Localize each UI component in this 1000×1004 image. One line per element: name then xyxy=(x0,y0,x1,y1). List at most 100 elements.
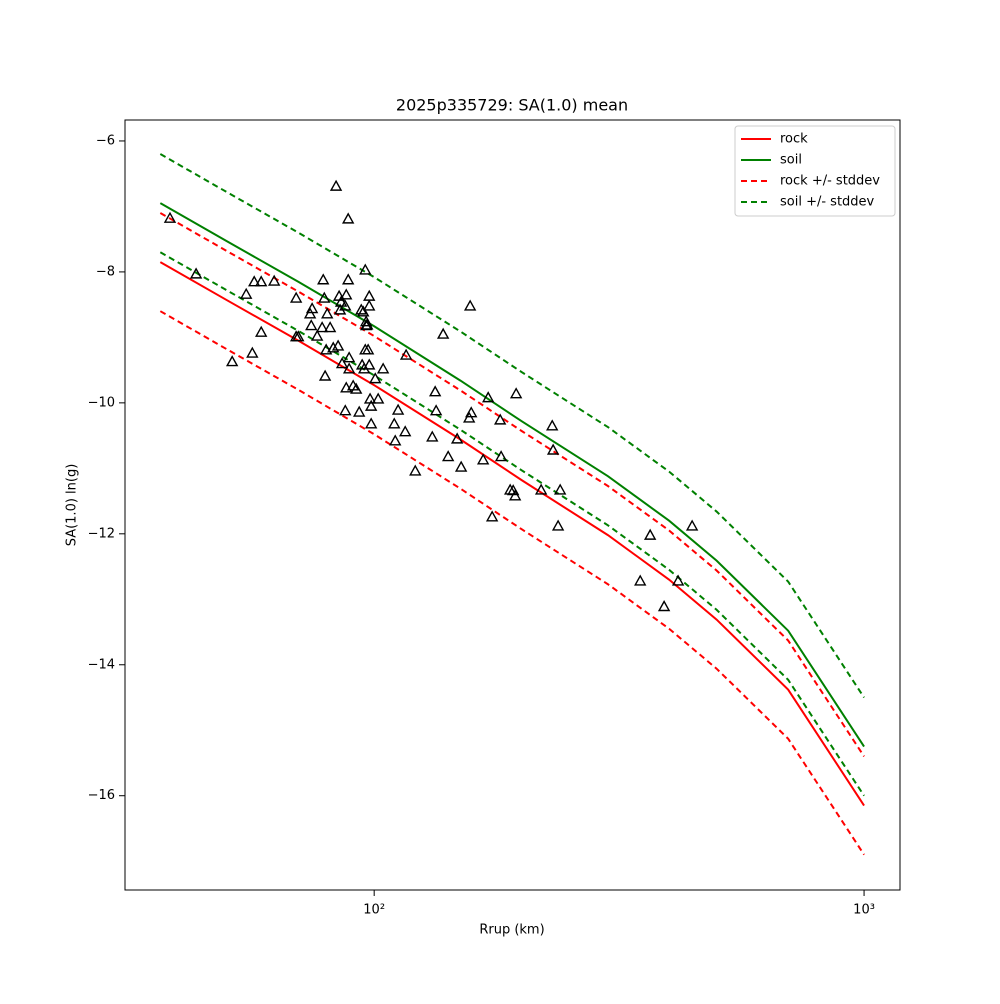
scatter-marker xyxy=(361,318,374,330)
scatter-marker xyxy=(509,387,523,399)
scatter-marker xyxy=(339,299,352,311)
scatter-marker xyxy=(342,362,356,374)
legend-label: soil +/- stddev xyxy=(780,195,875,210)
scatter-marker xyxy=(465,406,478,418)
scatter-marker xyxy=(355,303,368,315)
scatter-marker xyxy=(493,413,507,425)
scatter-marker xyxy=(315,321,329,333)
chart-title: 2025p335729: SA(1.0) mean xyxy=(396,96,628,115)
scatter-marker xyxy=(339,404,352,416)
scatter-marker xyxy=(657,600,671,612)
scatter-marker xyxy=(388,417,401,429)
scatter-marker xyxy=(429,404,443,416)
scatter-marker xyxy=(485,510,499,522)
scatter-marker xyxy=(671,574,685,586)
scatter-marker xyxy=(255,325,268,337)
y-tick-label: −16 xyxy=(88,788,115,803)
scatter-marker xyxy=(317,273,330,285)
scatter-marker xyxy=(353,405,366,417)
scatter-marker xyxy=(289,291,303,303)
scatter-marker xyxy=(364,417,378,429)
legend-box xyxy=(734,125,896,217)
scatter-marker xyxy=(305,302,319,314)
scatter-marker xyxy=(335,357,349,369)
y-tick-label: −6 xyxy=(96,133,115,148)
scatter-marker xyxy=(508,489,522,501)
scatter-marker xyxy=(329,179,343,191)
x-tick-label: 10³ xyxy=(853,903,875,918)
scatter-marker xyxy=(634,574,647,586)
scatter-marker xyxy=(359,263,372,275)
scatter-marker xyxy=(318,291,331,303)
x-tick-label: 10² xyxy=(363,903,385,918)
scatter-marker xyxy=(363,358,376,370)
series-line xyxy=(159,310,865,856)
scatter-marker xyxy=(327,341,340,353)
scatter-marker xyxy=(389,434,402,446)
scatter-marker xyxy=(323,321,337,333)
scatter-marker xyxy=(255,275,268,287)
scatter-marker xyxy=(225,355,239,367)
scatter-marker xyxy=(546,419,559,431)
scatter-marker xyxy=(534,483,548,495)
scatter-marker xyxy=(376,362,390,374)
scatter-marker xyxy=(553,483,567,495)
scatter-marker xyxy=(399,425,412,437)
series-line xyxy=(159,212,865,757)
scatter-marker xyxy=(340,288,353,300)
scatter-marker xyxy=(319,343,333,355)
legend-label: rock +/- stddev xyxy=(780,174,880,189)
scatter-marker xyxy=(685,519,699,531)
scatter-marker xyxy=(189,267,203,279)
series-line xyxy=(159,153,865,699)
scatter-marker xyxy=(441,450,455,462)
scatter-marker xyxy=(399,348,413,360)
scatter-marker xyxy=(436,327,450,339)
legend-label: rock xyxy=(780,132,808,147)
scatter-marker xyxy=(341,273,355,285)
y-tick-label: −14 xyxy=(88,657,115,672)
scatter-marker xyxy=(303,307,317,319)
y-tick-label: −10 xyxy=(88,395,115,410)
scatter-marker xyxy=(643,528,657,540)
scatter-marker xyxy=(369,372,382,384)
scatter-marker xyxy=(409,464,422,476)
scatter-marker xyxy=(163,211,177,223)
scatter-marker xyxy=(350,382,363,394)
scatter-marker xyxy=(494,450,508,462)
scatter-marker xyxy=(246,346,259,358)
scatter-marker xyxy=(305,319,318,331)
scatter-marker xyxy=(364,399,378,411)
scatter-marker xyxy=(248,275,261,287)
x-axis-label: Rrup (km) xyxy=(479,923,544,938)
scatter-marker xyxy=(292,330,305,342)
scatter-marker xyxy=(363,299,376,311)
scatter-marker xyxy=(463,411,476,423)
scatter-marker xyxy=(391,403,405,415)
scatter-marker xyxy=(450,432,464,444)
scatter-marker xyxy=(341,212,355,224)
scatter-marker xyxy=(334,295,348,307)
scatter-marker xyxy=(340,381,353,393)
scatter-marker xyxy=(551,519,565,531)
scatter-marker xyxy=(454,460,468,472)
y-tick-label: −12 xyxy=(88,526,115,541)
scatter-marker xyxy=(342,351,356,363)
scatter-marker xyxy=(318,369,332,381)
scatter-marker xyxy=(463,299,477,311)
scatter-marker xyxy=(546,443,560,455)
scatter-marker xyxy=(331,339,345,351)
scatter-marker xyxy=(357,305,370,317)
scatter-marker xyxy=(361,343,375,355)
scatter-marker xyxy=(371,392,385,404)
plot-frame xyxy=(124,119,901,891)
series-line xyxy=(159,261,865,807)
scatter-marker xyxy=(310,329,324,341)
scatter-marker xyxy=(426,430,439,442)
scatter-marker xyxy=(267,274,281,286)
y-axis-label: SA(1.0) ln(g) xyxy=(65,464,80,547)
scatter-marker xyxy=(240,287,253,299)
scatter-marker xyxy=(321,307,334,319)
legend-label: soil xyxy=(780,153,802,168)
